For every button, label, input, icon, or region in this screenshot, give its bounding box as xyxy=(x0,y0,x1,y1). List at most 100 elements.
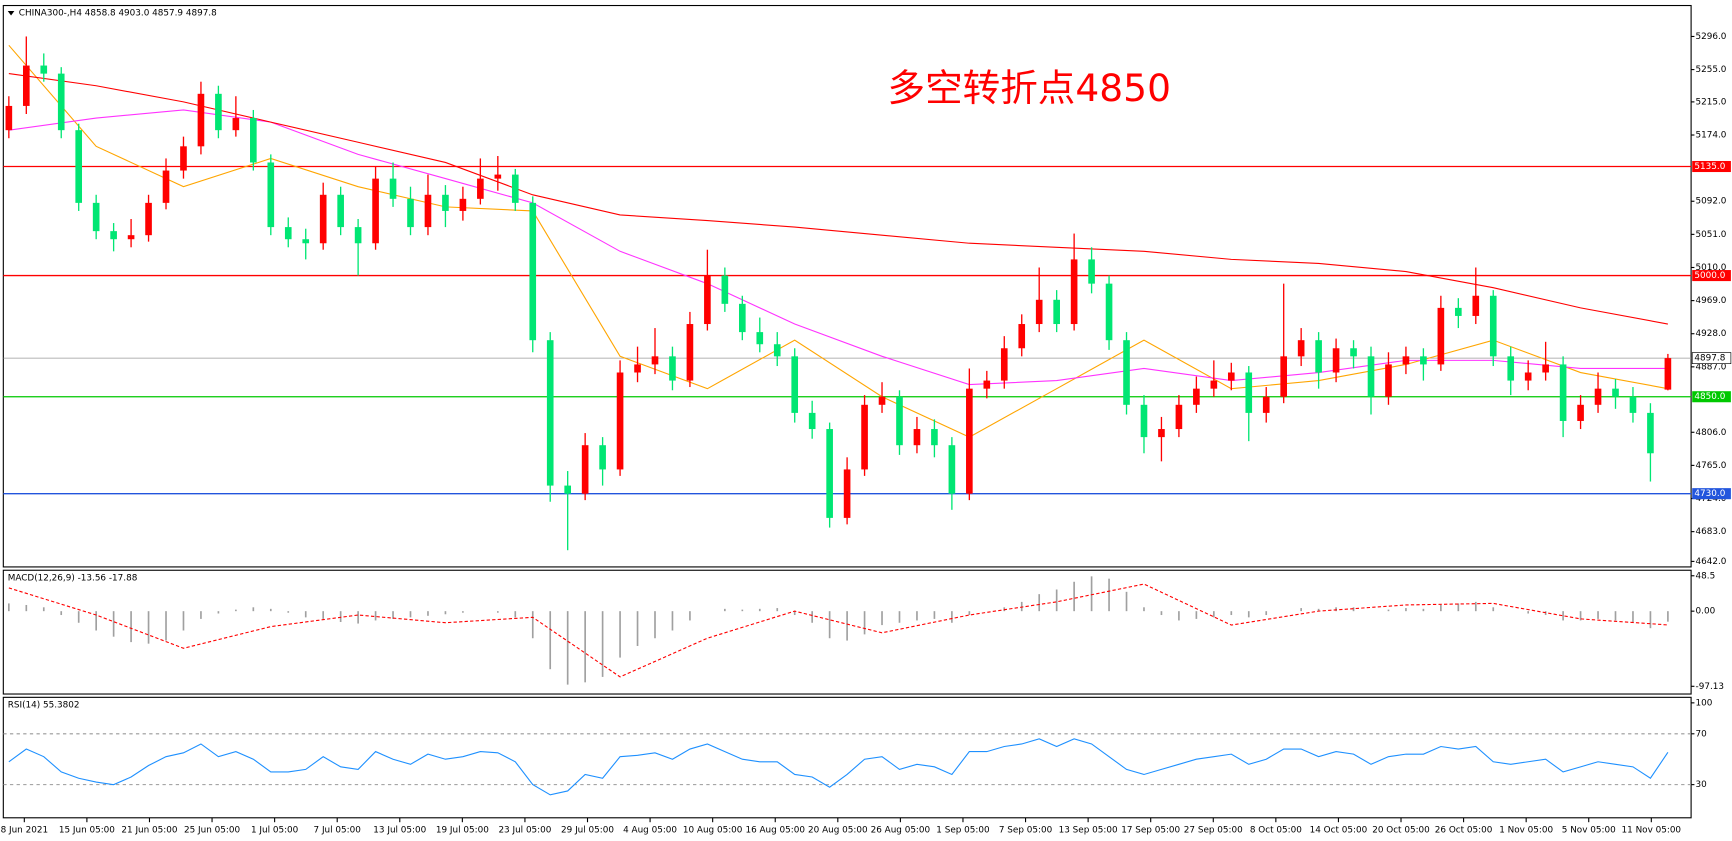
candle-body xyxy=(826,429,833,518)
candle-body xyxy=(1105,283,1113,341)
candle-body xyxy=(1664,358,1672,390)
candle-body xyxy=(407,198,414,228)
candle-body xyxy=(1227,372,1235,381)
x-tick-label: 8 Jun 2021 xyxy=(1,825,49,835)
candle-body xyxy=(1245,372,1253,413)
y-tick-label: 4642.0 xyxy=(1696,557,1727,567)
y-tick-label: 5296.0 xyxy=(1696,32,1727,42)
candle-body xyxy=(1612,388,1619,397)
candle-body xyxy=(40,65,48,74)
x-tick-label: 26 Oct 05:00 xyxy=(1435,825,1493,835)
menu-arrow[interactable] xyxy=(7,11,15,16)
candle-body xyxy=(1332,348,1340,373)
level-label: 4897.8 xyxy=(1694,354,1725,364)
candle-body xyxy=(1018,324,1026,349)
candle-body xyxy=(1420,356,1427,365)
candle-body xyxy=(1647,412,1654,454)
candle-body xyxy=(913,429,921,446)
candle-body xyxy=(1297,340,1305,357)
candle-body xyxy=(372,178,379,244)
candle-body xyxy=(1280,356,1288,397)
x-tick-label: 1 Sep 05:00 xyxy=(936,825,990,835)
candle-body xyxy=(1437,307,1445,365)
x-tick-label: 13 Sep 05:00 xyxy=(1059,825,1118,835)
candle-body xyxy=(599,445,606,470)
moving-average xyxy=(8,73,1668,325)
candle-body xyxy=(92,202,100,232)
y-tick-label: 4887.0 xyxy=(1696,362,1727,372)
candle-body xyxy=(389,178,397,199)
moving-average xyxy=(8,109,1668,386)
candle-body xyxy=(1455,307,1462,316)
candle-body xyxy=(983,380,991,389)
chart-title: CHINA300-,H4 4858.8 4903.0 4857.9 4897.8 xyxy=(19,9,217,19)
candle-body xyxy=(232,118,240,131)
candle-body xyxy=(477,178,484,199)
x-tick-label: 7 Jul 05:00 xyxy=(314,825,362,835)
y-tick-label: 5092.0 xyxy=(1696,197,1727,207)
candle-body xyxy=(494,174,502,179)
candle-body xyxy=(1140,404,1148,438)
x-tick-label: 17 Sep 05:00 xyxy=(1121,825,1180,835)
level-label: 4730.0 xyxy=(1694,489,1725,499)
level-tag xyxy=(1691,352,1732,364)
candle-body xyxy=(756,332,764,345)
candle-body xyxy=(442,194,449,211)
candle-body xyxy=(581,445,589,494)
candle-body xyxy=(250,118,257,163)
main-panel xyxy=(2,4,1692,568)
candle-body xyxy=(1367,356,1375,397)
x-tick-label: 1 Jul 05:00 xyxy=(251,825,299,835)
candle-body xyxy=(704,275,711,325)
candle-body xyxy=(616,372,624,470)
candle-body xyxy=(1035,299,1043,325)
candle-body xyxy=(197,93,205,147)
level-label: 5000.0 xyxy=(1694,271,1725,281)
y-tick-label: 5215.0 xyxy=(1696,97,1727,107)
y-tick-label: 5255.0 xyxy=(1696,65,1727,75)
candle-body xyxy=(739,303,746,333)
x-tick-label: 14 Oct 05:00 xyxy=(1310,825,1368,835)
candle-body xyxy=(634,364,641,373)
candle-body xyxy=(1629,396,1637,413)
rsi-line xyxy=(8,738,1669,796)
candle-body xyxy=(546,340,554,486)
level-label: 4850.0 xyxy=(1694,392,1725,402)
x-tick-label: 20 Oct 05:00 xyxy=(1372,825,1430,835)
x-tick-label: 21 Jun 05:00 xyxy=(121,825,177,835)
candle-body xyxy=(1315,340,1322,373)
candle-body xyxy=(511,174,519,203)
candle-body xyxy=(878,396,886,405)
candle-body xyxy=(5,105,13,131)
candle-body xyxy=(721,275,729,304)
x-tick-label: 5 Nov 05:00 xyxy=(1562,825,1616,835)
x-tick-label: 8 Oct 05:00 xyxy=(1250,825,1302,835)
x-tick-label: 29 Jul 05:00 xyxy=(561,825,614,835)
candle-body xyxy=(1350,348,1357,357)
y-tick-label: 5051.0 xyxy=(1696,230,1727,240)
level-tag xyxy=(1692,270,1731,282)
candle-body xyxy=(459,198,467,211)
x-tick-label: 26 Aug 05:00 xyxy=(871,825,931,835)
x-tick-label: 19 Jul 05:00 xyxy=(436,825,489,835)
candle-body xyxy=(808,412,816,430)
y-tick-label: 5010.0 xyxy=(1696,263,1727,273)
candle-body xyxy=(948,445,956,494)
candle-body xyxy=(1559,364,1567,421)
candle-body xyxy=(651,356,659,365)
macd-panel xyxy=(2,569,1692,695)
x-tick-label: 16 Aug 05:00 xyxy=(745,825,805,835)
candle-body xyxy=(284,227,292,240)
y-tick-label: 4928.0 xyxy=(1696,329,1727,339)
candle-body xyxy=(267,162,275,228)
candle-body xyxy=(1402,356,1410,365)
y-tick-label: 4765.0 xyxy=(1696,461,1727,471)
candle-body xyxy=(180,146,187,171)
candle-body xyxy=(75,130,83,203)
x-tick-label: 4 Aug 05:00 xyxy=(623,825,677,835)
candle-body xyxy=(110,231,117,240)
candle-body xyxy=(1088,259,1095,284)
y-tick-label: 48.5 xyxy=(1696,571,1716,581)
level-tag xyxy=(1692,488,1731,500)
